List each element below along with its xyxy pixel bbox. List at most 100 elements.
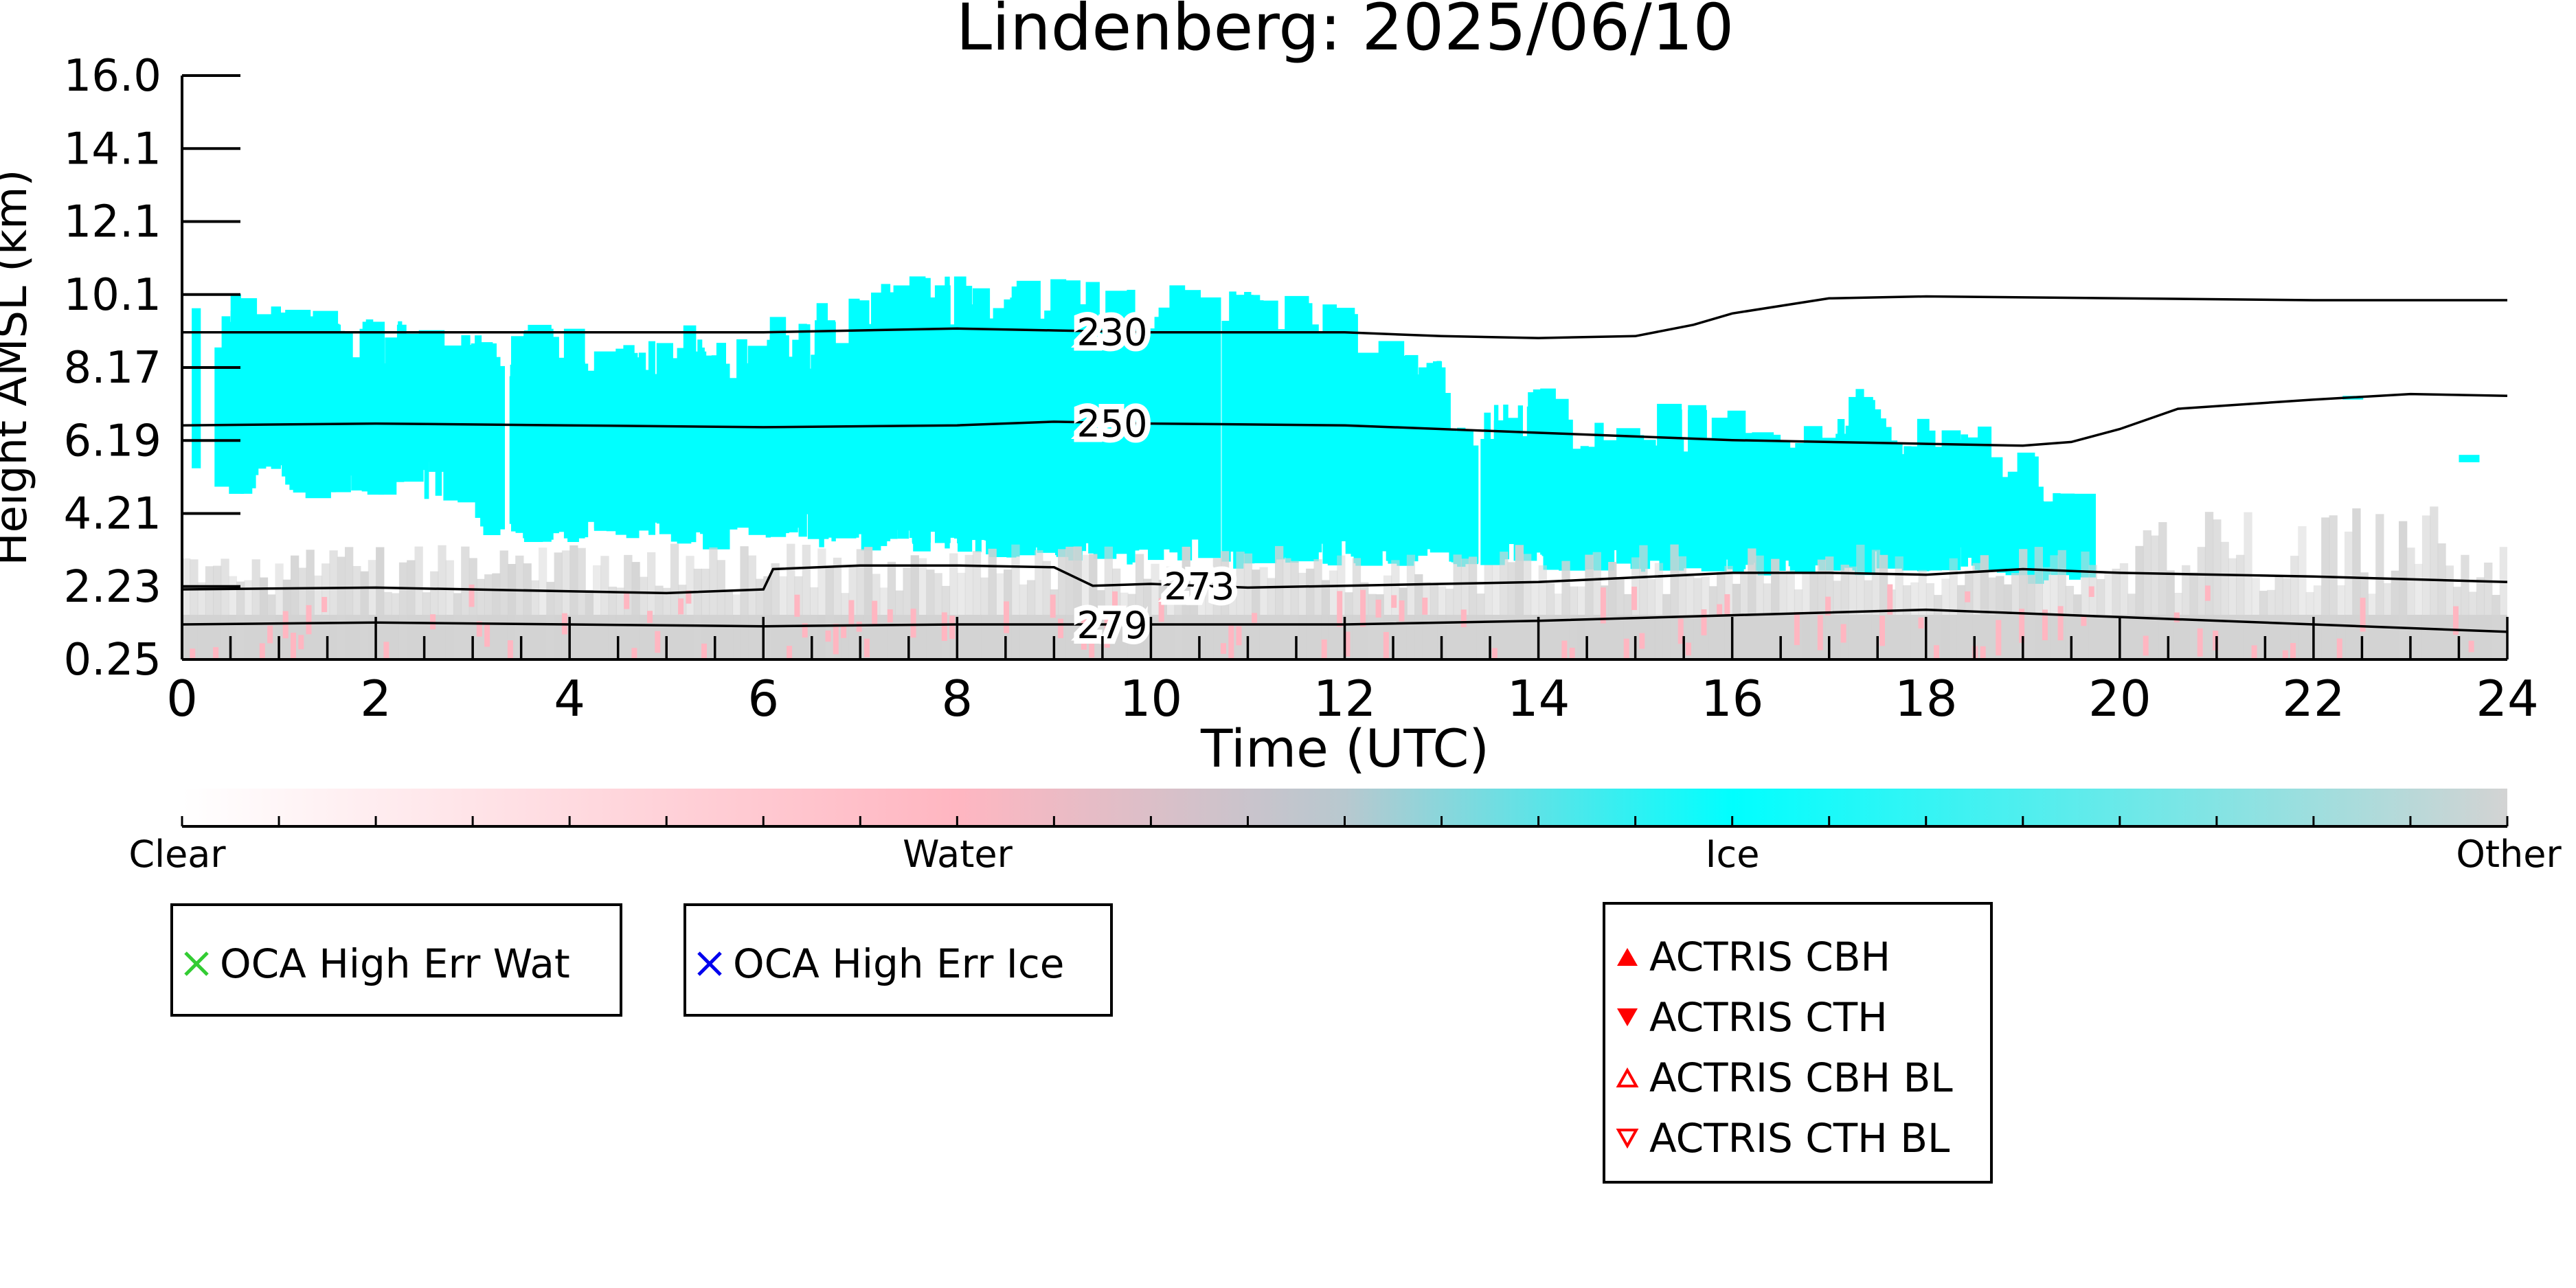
water-cell: [1460, 609, 1467, 628]
ice-cloud-column: [623, 380, 649, 531]
ice-cloud-column: [1426, 363, 1434, 550]
ice-cloud-column: [572, 348, 577, 533]
boundary-layer-cell: [1763, 583, 1772, 659]
water-cell: [941, 612, 947, 641]
water-cell: [1794, 612, 1800, 646]
water-cell: [1569, 647, 1575, 659]
boundary-layer-cell: [523, 563, 532, 659]
boundary-layer-cell: [2437, 543, 2446, 659]
water-cell: [213, 647, 219, 659]
x-tick-label: 2: [360, 670, 392, 727]
boundary-layer-cell: [787, 543, 795, 659]
boundary-layer-cell: [2050, 555, 2059, 659]
ice-cloud-column: [534, 374, 546, 519]
ice-cloud-column: [1844, 440, 1857, 568]
water-cell: [1965, 591, 1971, 602]
water-cell: [1120, 605, 1126, 618]
boundary-layer-cell: [972, 551, 982, 659]
boundary-layer-cell: [2244, 512, 2252, 659]
water-cell: [1383, 632, 1389, 659]
water-cell: [794, 594, 800, 617]
boundary-layer-cell: [1453, 554, 1462, 659]
ice-cloud-column: [1114, 332, 1140, 551]
boundary-layer-cell: [2151, 535, 2160, 659]
boundary-layer-cell: [1329, 570, 1338, 659]
legend-label: ACTRIS CTH BL: [1649, 1115, 1950, 1162]
x-tick-label: 24: [2476, 670, 2539, 727]
boundary-layer-cell: [453, 593, 462, 659]
water-cell: [1817, 615, 1823, 651]
boundary-layer-cell: [2057, 550, 2066, 659]
boundary-layer-cell: [825, 565, 834, 659]
ice-cloud-column: [331, 322, 337, 493]
boundary-layer-cell: [756, 578, 765, 659]
ice-cloud-column: [1689, 427, 1694, 567]
water-cell: [2468, 640, 2474, 653]
boundary-layer-cell: [1189, 594, 1199, 659]
water-cell: [1058, 618, 1063, 638]
x-tick-label: 0: [166, 670, 198, 727]
water-cell: [1724, 594, 1730, 615]
boundary-layer-cell: [352, 566, 361, 659]
boundary-layer-cell: [1135, 554, 1144, 659]
ice-cloud-column: [445, 360, 455, 497]
ice-cloud-column: [480, 357, 490, 527]
boundary-layer-cell: [1166, 566, 1175, 659]
water-cell: [872, 600, 878, 626]
boundary-layer-cell: [306, 550, 315, 659]
x-tick-label: 12: [1313, 670, 1377, 727]
legend-entry: ACTRIS CBH: [1615, 934, 1890, 980]
boundary-layer-cell: [1221, 551, 1230, 659]
x-marker-icon: [184, 951, 209, 976]
boundary-layer-cell: [1755, 555, 1764, 659]
boundary-layer-cell: [1484, 565, 1493, 659]
ice-cloud-column: [289, 369, 317, 490]
x-tick-label: 10: [1120, 670, 1183, 727]
ice-cloud-column: [1903, 446, 1912, 571]
boundary-layer-cell: [2476, 577, 2485, 659]
ice-cloud-column: [1433, 361, 1443, 541]
water-cell: [678, 598, 684, 615]
water-cell: [833, 624, 839, 655]
boundary-layer-cell: [1406, 554, 1416, 659]
water-cell: [2360, 598, 2366, 632]
legend-label: ACTRIS CBH BL: [1649, 1054, 1953, 1101]
x-tick-label: 4: [554, 670, 585, 727]
boundary-layer-cell: [1065, 546, 1074, 659]
boundary-layer-cell: [2492, 595, 2500, 659]
ice-cloud-column: [365, 319, 374, 469]
boundary-layer-cell: [1941, 578, 1950, 659]
boundary-layer-cell: [1771, 558, 1780, 659]
colorbar-label-water: Water: [903, 833, 1013, 876]
ice-cloud-column: [574, 363, 589, 538]
boundary-layer-cell: [1422, 582, 1431, 659]
boundary-layer-cell: [1577, 586, 1586, 659]
boundary-layer-cell: [539, 547, 547, 659]
ice-cloud-column: [1221, 321, 1231, 562]
x-tick-label: 22: [2282, 670, 2345, 727]
boundary-layer-cell: [1011, 544, 1020, 659]
ice-cloud-column: [234, 343, 245, 477]
ice-cloud-column: [1016, 280, 1041, 547]
water-cell: [321, 597, 328, 613]
water-cell: [910, 609, 916, 638]
legend-entry: ACTRIS CTH: [1615, 994, 1888, 1041]
boundary-layer-cell: [1708, 586, 1718, 659]
water-cell: [631, 648, 637, 659]
boundary-layer-cell: [2282, 578, 2292, 659]
boundary-layer-cell: [376, 547, 385, 659]
water-cell: [2336, 638, 2342, 659]
y-axis-label: Height AMSL (km): [0, 170, 37, 566]
boundary-layer-cell: [1988, 577, 1997, 659]
boundary-layer-cell: [2220, 541, 2229, 659]
water-cell: [2282, 650, 2288, 659]
ice-cloud-column: [1303, 303, 1313, 556]
x-axis-label: Time (UTC): [1200, 718, 1489, 779]
boundary-layer-cell: [2391, 570, 2399, 659]
boundary-layer-cell: [1925, 583, 1934, 659]
boundary-layer-cell: [856, 549, 865, 659]
boundary-layer-cell: [2484, 563, 2493, 659]
boundary-layer-cell: [747, 555, 756, 659]
water-cell: [647, 611, 653, 623]
boundary-layer-cell: [438, 545, 447, 659]
